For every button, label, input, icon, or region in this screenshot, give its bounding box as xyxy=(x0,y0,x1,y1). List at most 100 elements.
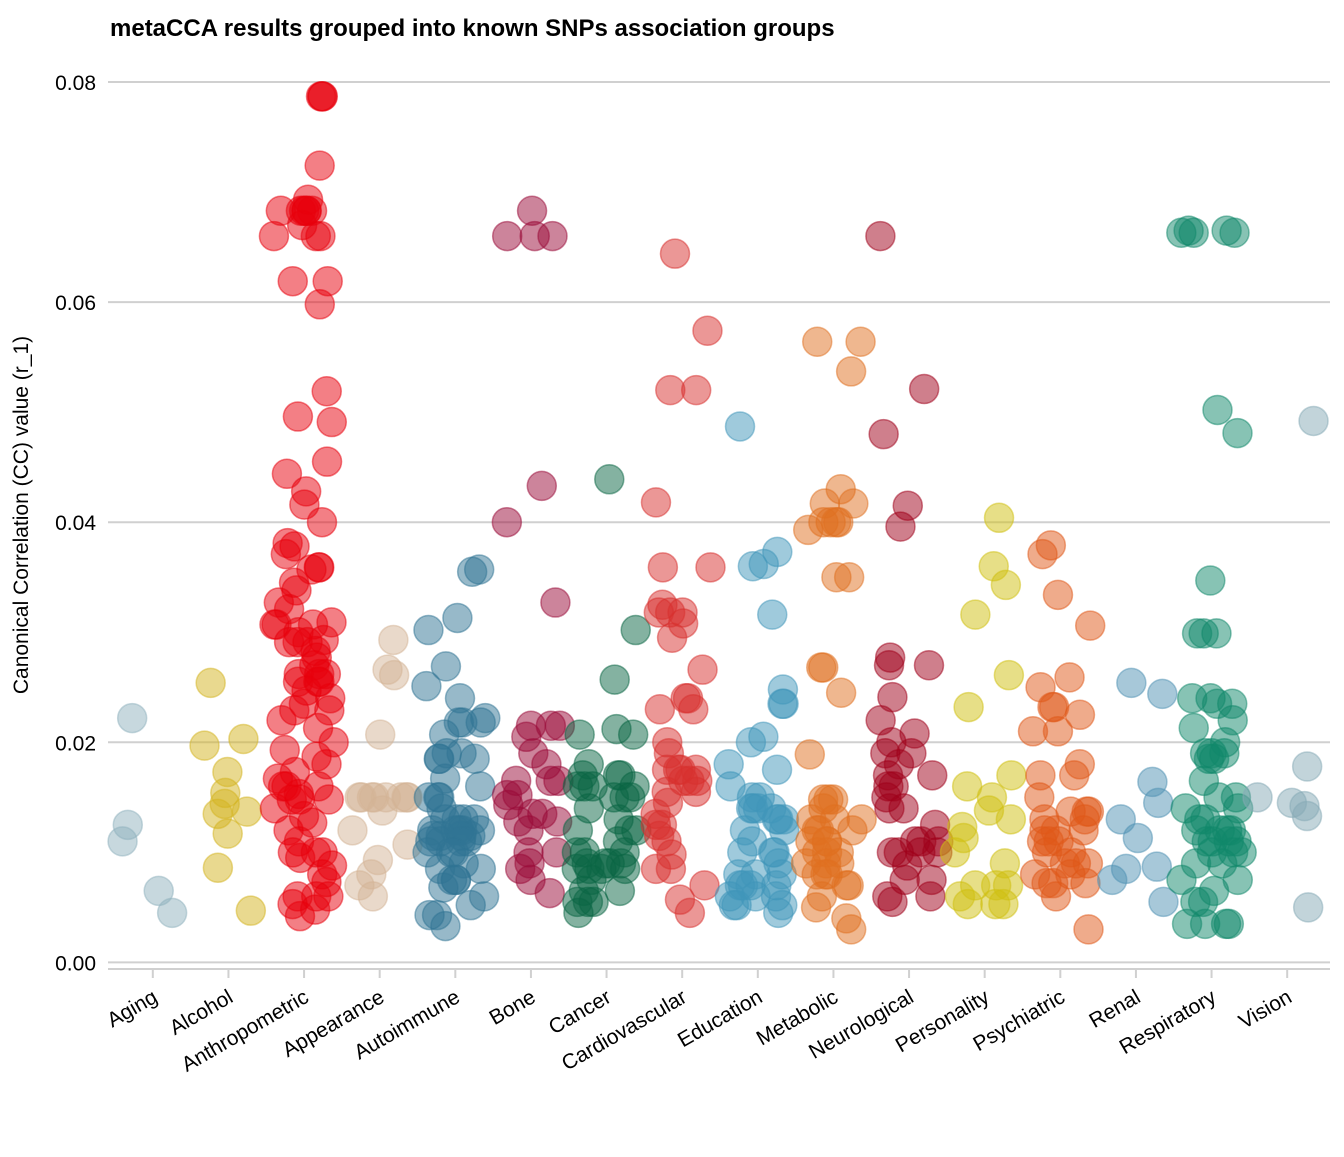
point xyxy=(604,875,636,907)
point xyxy=(456,556,488,587)
point xyxy=(800,892,832,923)
point xyxy=(687,654,718,685)
point xyxy=(189,730,220,761)
point xyxy=(680,374,712,406)
point xyxy=(877,886,908,918)
y-tick-label: 0.06 xyxy=(55,292,96,315)
x-tick-label: Anthropometric xyxy=(178,985,313,1076)
point xyxy=(413,614,444,646)
point xyxy=(266,705,297,736)
point xyxy=(833,561,865,593)
point xyxy=(1291,751,1323,782)
point xyxy=(516,195,548,227)
point xyxy=(455,889,486,921)
point xyxy=(1042,579,1074,611)
point xyxy=(411,670,442,702)
point xyxy=(763,897,794,929)
x-tick-label: Renal xyxy=(1085,985,1144,1032)
x-tick-label: Vision xyxy=(1235,985,1296,1033)
point xyxy=(367,795,398,826)
point xyxy=(430,651,462,682)
point xyxy=(737,550,769,582)
point xyxy=(378,624,409,656)
x-tick-label: Education xyxy=(674,985,766,1052)
point xyxy=(1027,538,1058,570)
y-tick-label: 0.08 xyxy=(55,72,96,95)
point xyxy=(116,702,148,734)
point xyxy=(1242,782,1273,813)
point xyxy=(825,677,857,709)
point xyxy=(259,793,291,824)
point xyxy=(692,315,723,346)
point xyxy=(1166,217,1197,249)
point xyxy=(430,910,461,942)
point xyxy=(656,622,688,654)
point xyxy=(640,487,672,518)
point xyxy=(1222,417,1253,449)
point xyxy=(311,375,342,407)
point xyxy=(644,694,676,725)
y-tick-label: 0.00 xyxy=(55,952,96,975)
point xyxy=(1054,662,1085,693)
point xyxy=(1178,712,1209,744)
point xyxy=(807,652,839,683)
point xyxy=(990,569,1022,601)
point xyxy=(1074,610,1106,641)
point xyxy=(277,265,308,297)
point xyxy=(1122,822,1154,854)
point xyxy=(939,837,971,868)
point xyxy=(305,81,337,112)
point xyxy=(915,881,946,912)
point xyxy=(960,599,991,630)
point xyxy=(337,815,368,846)
point xyxy=(983,502,1015,534)
point xyxy=(284,900,316,932)
point xyxy=(1141,851,1173,882)
point xyxy=(647,552,679,583)
point xyxy=(316,406,348,438)
point xyxy=(537,220,568,252)
point xyxy=(258,220,290,252)
point xyxy=(491,220,523,252)
point xyxy=(112,809,144,841)
y-axis-label: Canonical Correlation (CC) value (r_1) xyxy=(10,336,33,694)
point xyxy=(357,881,389,912)
point xyxy=(212,818,243,849)
point xyxy=(655,853,687,885)
point xyxy=(1219,217,1250,249)
y-tick-label: 0.02 xyxy=(55,732,96,755)
point xyxy=(156,897,188,929)
point xyxy=(794,739,826,770)
point xyxy=(311,446,343,477)
point xyxy=(1073,914,1104,945)
point xyxy=(442,602,473,634)
point xyxy=(1171,908,1203,940)
chart-title: metaCCA results grouped into known SNPs … xyxy=(110,15,835,42)
point xyxy=(1298,405,1329,437)
point xyxy=(1195,565,1226,596)
point xyxy=(617,719,649,750)
point xyxy=(1147,678,1178,710)
point xyxy=(228,723,259,755)
point xyxy=(465,707,496,738)
point xyxy=(680,776,712,808)
point xyxy=(1070,867,1101,899)
point xyxy=(724,411,756,442)
point xyxy=(757,599,788,630)
point xyxy=(885,511,916,542)
point xyxy=(845,326,876,357)
point xyxy=(735,727,767,758)
point xyxy=(563,897,594,929)
y-tick-label: 0.04 xyxy=(55,512,96,535)
point xyxy=(1148,886,1179,918)
point xyxy=(564,719,595,750)
point xyxy=(378,659,410,691)
point xyxy=(526,470,558,502)
point xyxy=(292,184,324,216)
point xyxy=(594,464,625,495)
point xyxy=(913,650,945,681)
point xyxy=(761,754,793,786)
point xyxy=(195,667,226,699)
point xyxy=(271,458,303,490)
